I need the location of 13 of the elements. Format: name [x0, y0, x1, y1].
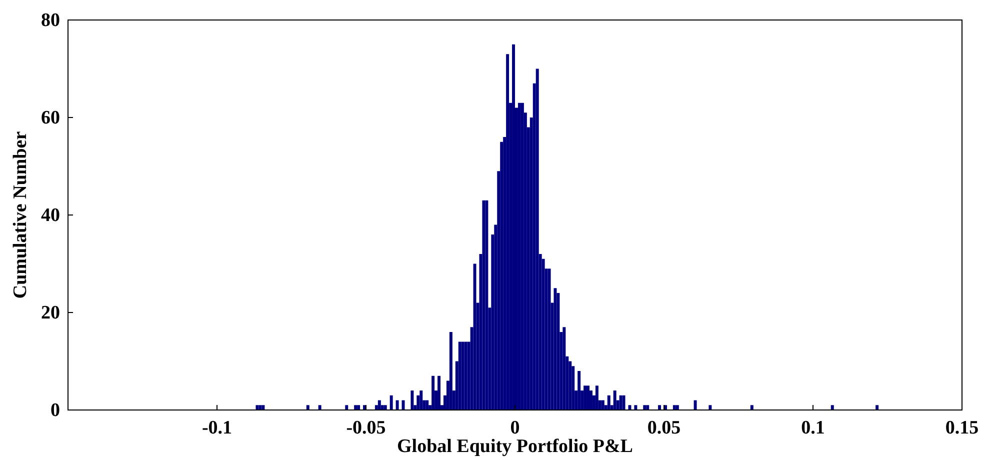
y-tick-label: 80 — [41, 10, 60, 32]
x-tick-label: -0.1 — [202, 417, 232, 438]
x-tick-label: 0.15 — [945, 417, 979, 438]
y-tick-label: 40 — [41, 205, 60, 226]
y-tick-label: 60 — [41, 108, 60, 129]
x-axis-title: Global Equity Portfolio P&L — [397, 436, 633, 457]
x-tick-label: 0.05 — [647, 417, 681, 438]
y-tick-label: 0 — [50, 400, 60, 422]
x-tick-label: 0.1 — [801, 417, 825, 438]
y-axis-title: Cumulative Number — [10, 130, 31, 299]
x-tick-label: -0.05 — [346, 417, 386, 438]
y-tick-label: 20 — [41, 302, 60, 324]
x-tick-label: 0 — [510, 417, 520, 438]
